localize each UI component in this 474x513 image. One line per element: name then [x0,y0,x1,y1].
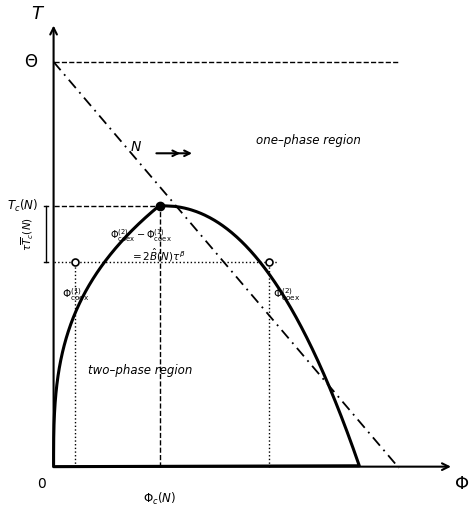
Text: $\Phi^{(2)}_{\rm coex}-\Phi^{(1)}_{\rm coex}$: $\Phi^{(2)}_{\rm coex}-\Phi^{(1)}_{\rm c… [110,228,173,244]
Text: $\Phi^{(1)}_{\rm coex}$: $\Phi^{(1)}_{\rm coex}$ [62,286,89,303]
Text: $N$: $N$ [130,140,142,154]
Text: $\Phi^{(2)}_{\rm coex}$: $\Phi^{(2)}_{\rm coex}$ [273,286,301,303]
Text: $\Theta$: $\Theta$ [24,53,38,71]
Text: $T$: $T$ [31,5,45,23]
Text: one–phase region: one–phase region [256,134,361,147]
Text: $=2\hat{B}(N)\tau^{\beta}$: $=2\hat{B}(N)\tau^{\beta}$ [130,247,185,264]
Text: $\Phi_c(N)$: $\Phi_c(N)$ [143,490,176,507]
Text: $\tau\overline{T}_c(N)$: $\tau\overline{T}_c(N)$ [20,217,36,251]
Text: 0: 0 [37,477,46,491]
Text: two–phase region: two–phase region [88,364,192,378]
Text: $T_c(N)$: $T_c(N)$ [7,198,38,213]
Text: $\Phi$: $\Phi$ [454,475,469,493]
